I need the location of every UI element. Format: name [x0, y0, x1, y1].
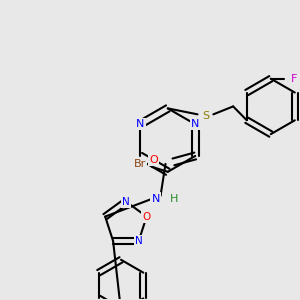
Text: N: N — [136, 119, 145, 129]
Text: N: N — [135, 236, 142, 246]
Text: O: O — [142, 212, 151, 222]
Text: N: N — [152, 194, 160, 203]
Text: N: N — [191, 119, 200, 129]
Text: Br: Br — [134, 159, 146, 169]
Text: N: N — [122, 196, 130, 206]
Text: F: F — [291, 74, 298, 84]
Text: H: H — [170, 194, 178, 203]
Text: O: O — [149, 155, 158, 165]
Text: S: S — [202, 111, 209, 121]
